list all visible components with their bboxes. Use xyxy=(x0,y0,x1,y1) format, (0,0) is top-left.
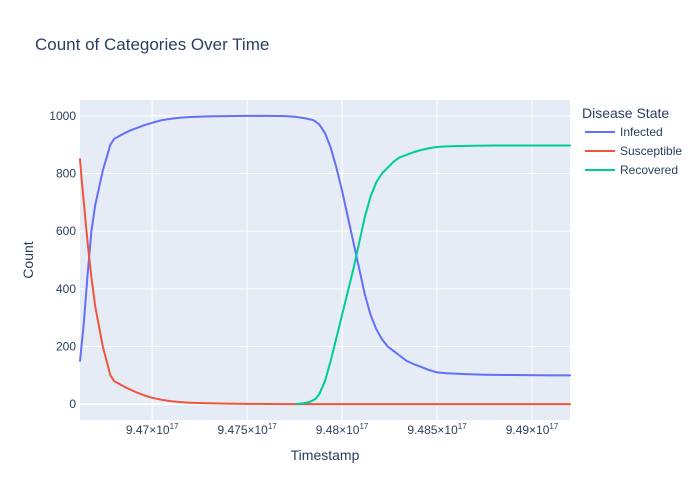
y-tick-label: 600 xyxy=(56,224,76,238)
series-line-infected xyxy=(79,114,571,377)
series-line-recovered xyxy=(295,144,571,406)
x-tick-label: 9.47×1017 xyxy=(126,422,179,437)
x-tick-label: 9.475×1017 xyxy=(217,422,277,437)
chart-title: Count of Categories Over Time xyxy=(35,35,269,54)
x-axis-ticks: 9.47×1017 9.475×1017 9.48×1017 9.485×1017 9.… xyxy=(126,422,559,437)
y-axis-ticks: 0 200 400 600 800 1000 xyxy=(49,109,76,411)
y-tick-label: 800 xyxy=(56,167,76,181)
series-line-susceptible xyxy=(79,158,571,406)
legend-label: Recovered xyxy=(620,163,678,177)
x-axis-title: Timestamp xyxy=(291,447,360,463)
x-tick-label: 9.49×1017 xyxy=(506,422,559,437)
legend-label: Susceptible xyxy=(620,144,682,158)
series-lines xyxy=(79,114,571,406)
plot-area xyxy=(80,100,570,420)
x-tick-label: 9.485×1017 xyxy=(407,422,467,437)
y-tick-label: 0 xyxy=(69,397,76,411)
y-axis-title: Count xyxy=(20,241,36,278)
y-tick-label: 400 xyxy=(56,282,76,296)
legend-label: Infected xyxy=(620,125,663,139)
legend-title: Disease State xyxy=(582,105,669,121)
legend: Disease State Infected Susceptible Recover… xyxy=(582,105,682,177)
y-tick-label: 200 xyxy=(56,339,76,353)
legend-items: Infected Susceptible Recovered xyxy=(585,125,682,177)
x-tick-label: 9.48×1017 xyxy=(316,422,369,437)
y-tick-label: 1000 xyxy=(49,109,76,123)
grid-lines xyxy=(80,100,570,420)
